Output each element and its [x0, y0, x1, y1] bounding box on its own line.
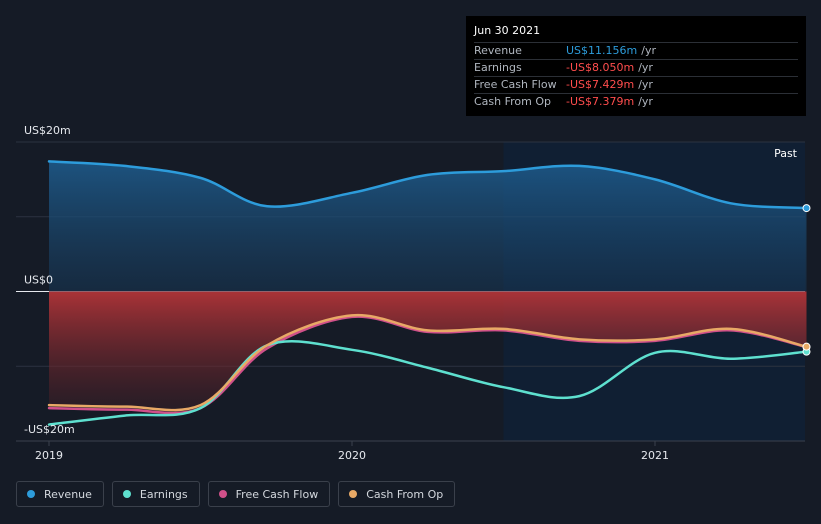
earnings-line [47, 340, 808, 426]
tooltip: Jun 30 2021 Revenue US$11.156m/yr Earnings… [466, 16, 806, 116]
cash-from-op-area [49, 291, 807, 411]
legend-dot-icon [27, 490, 35, 498]
tooltip-label: Earnings [474, 61, 522, 74]
x-tick-label: 2020 [338, 449, 366, 462]
legend-free-cash-flow[interactable]: Free Cash Flow [207, 481, 331, 507]
revenue-area [49, 161, 807, 292]
tooltip-unit: /yr [638, 95, 653, 108]
tooltip-date: Jun 30 2021 [474, 24, 541, 37]
x-tick-label: 2019 [35, 449, 63, 462]
revenue-line [47, 160, 808, 210]
cash-from-op-end-point [802, 342, 811, 351]
cash-from-op-line [47, 313, 808, 412]
y-tick-label: -US$20m [24, 423, 75, 436]
legend-dot-icon [122, 490, 131, 498]
legend-earnings[interactable]: Earnings [111, 481, 200, 507]
legend-label: Free Cash Flow [235, 487, 319, 501]
legend-dot-icon [218, 490, 227, 498]
tooltip-value: -US$7.429m [566, 78, 635, 91]
y-tick-label: US$20m [24, 124, 71, 137]
tooltip-unit: /yr [641, 44, 656, 57]
tooltip-label: Revenue [474, 44, 522, 57]
legend-label: Revenue [44, 487, 92, 501]
free-cash-flow-line [47, 315, 808, 415]
revenue-end-point [802, 204, 811, 213]
y-tick-label: US$0 [24, 274, 53, 287]
past-label: Past [774, 147, 798, 160]
legend-label: Cash From Op [366, 487, 444, 501]
legend: Revenue Earnings Free Cash Flow Cash From O… [16, 481, 456, 507]
legend-dot-icon [349, 490, 358, 498]
tooltip-label: Cash From Op [474, 95, 552, 108]
legend-cash-from-op[interactable]: Cash From Op [338, 481, 456, 507]
x-tick-label: 2021 [641, 449, 669, 462]
tooltip-row: Cash From Op -US$7.379m/yr [474, 93, 798, 110]
tooltip-label: Free Cash Flow [474, 78, 557, 91]
legend-label: Earnings [139, 487, 188, 501]
tooltip-value: -US$8.050m [566, 61, 635, 74]
legend-revenue[interactable]: Revenue [16, 481, 104, 507]
tooltip-value: -US$7.379m [566, 95, 635, 108]
tooltip-row: Revenue US$11.156m/yr [474, 42, 798, 59]
tooltip-row: Earnings -US$8.050m/yr [474, 59, 798, 76]
tooltip-value: US$11.156m [566, 44, 638, 57]
tooltip-unit: /yr [638, 78, 653, 91]
tooltip-unit: /yr [638, 61, 653, 74]
tooltip-row: Free Cash Flow -US$7.429m/yr [474, 76, 798, 93]
